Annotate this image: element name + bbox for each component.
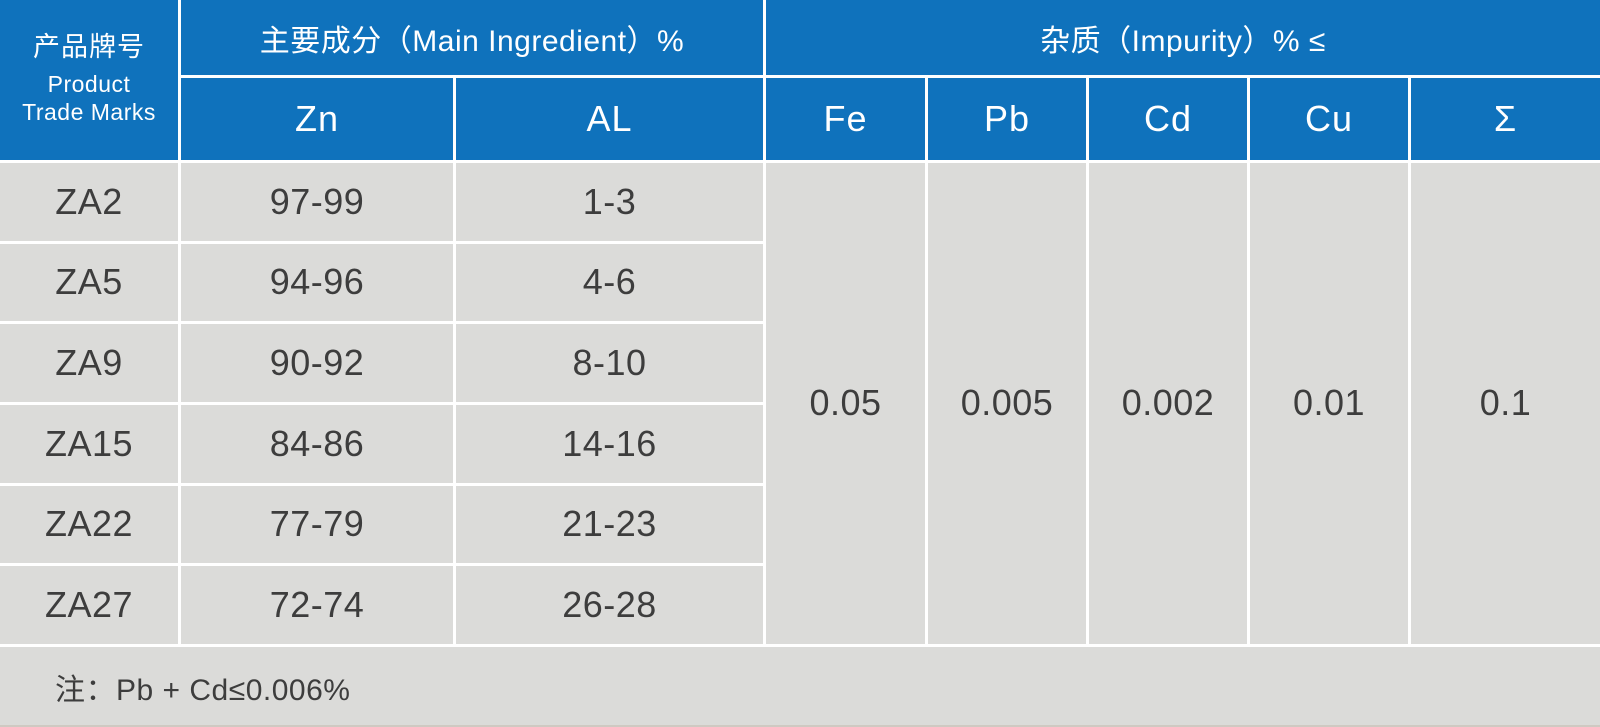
trade-mark-cell: ZA2 <box>0 163 178 241</box>
zn-range-cell: 90-92 <box>181 324 453 402</box>
product-header-en-1: Product <box>47 71 131 97</box>
al-range-cell: 26-28 <box>456 566 763 644</box>
footnote: 注：Pb + Cd≤0.006% <box>0 646 1600 727</box>
impurity-sum-value: 0.1 <box>1411 163 1600 644</box>
column-header-zn: Zn <box>181 78 453 160</box>
zn-range-cell: 77-79 <box>181 485 453 564</box>
column-header-al: AL <box>456 78 763 160</box>
main-ingredient-group-header: 主要成分（Main Ingredient）% <box>181 0 763 75</box>
column-header-cu: Cu <box>1250 78 1408 160</box>
zn-range-cell: 94-96 <box>181 243 453 322</box>
trade-mark-cell: ZA22 <box>0 485 178 564</box>
impurity-fe-value: 0.05 <box>766 163 925 644</box>
product-header-en-2: Trade Marks <box>22 99 156 125</box>
column-header-cd: Cd <box>1089 78 1247 160</box>
al-range-cell: 1-3 <box>456 163 763 241</box>
product-trade-marks-header: 产品牌号 Product Trade Marks <box>0 0 178 160</box>
zn-range-cell: 72-74 <box>181 566 453 644</box>
impurity-cd-value: 0.002 <box>1089 163 1247 644</box>
product-header-zh: 产品牌号 <box>33 32 145 62</box>
column-header-sigma: Σ <box>1411 78 1600 160</box>
al-range-cell: 8-10 <box>456 324 763 402</box>
trade-mark-cell: ZA5 <box>0 243 178 322</box>
zn-range-cell: 84-86 <box>181 404 453 483</box>
trade-mark-cell: ZA27 <box>0 566 178 644</box>
impurity-cu-value: 0.01 <box>1250 163 1408 644</box>
al-range-cell: 4-6 <box>456 243 763 322</box>
zn-range-cell: 97-99 <box>181 163 453 241</box>
impurity-pb-value: 0.005 <box>928 163 1086 644</box>
al-range-cell: 14-16 <box>456 404 763 483</box>
column-header-fe: Fe <box>766 78 925 160</box>
impurity-group-header: 杂质（Impurity）% ≤ <box>766 0 1600 75</box>
column-header-pb: Pb <box>928 78 1086 160</box>
trade-mark-cell: ZA15 <box>0 404 178 483</box>
al-range-cell: 21-23 <box>456 485 763 564</box>
trade-mark-cell: ZA9 <box>0 324 178 402</box>
